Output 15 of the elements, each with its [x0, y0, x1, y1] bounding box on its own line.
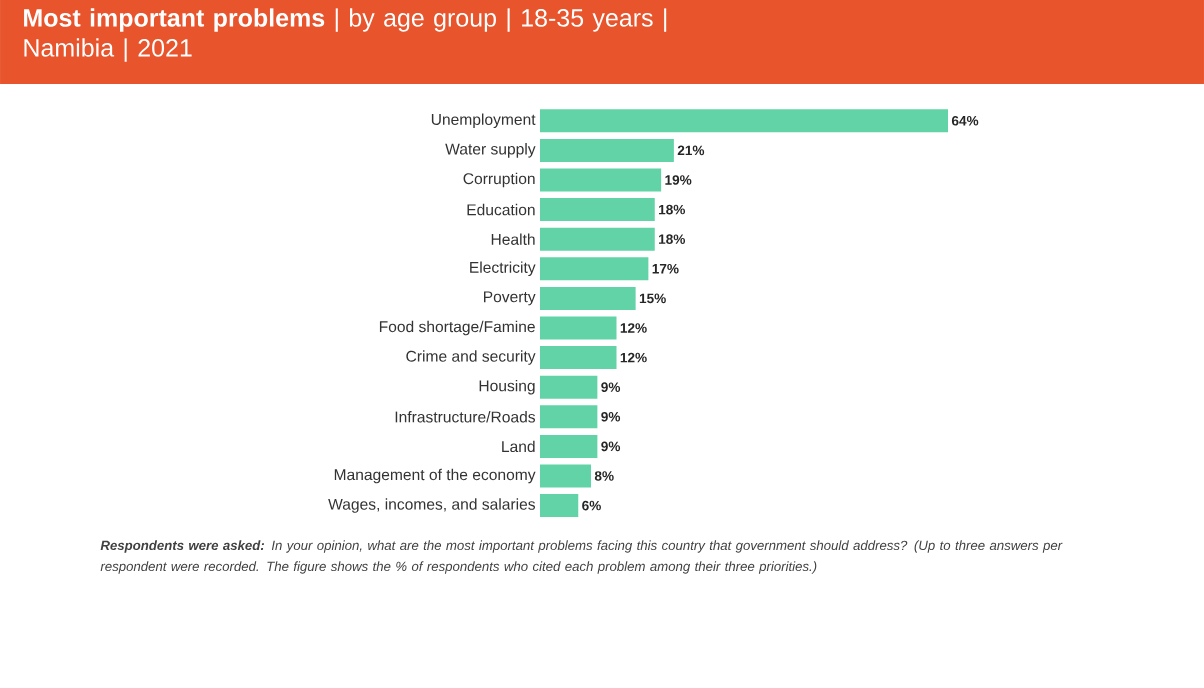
bar: [540, 464, 592, 488]
bar: [540, 286, 636, 310]
bar: [540, 227, 655, 251]
chart-title: Most important problems | by age group | 18-35 years | Namibia | 2021: [24, 8, 667, 62]
bar: [540, 138, 674, 162]
bar: [540, 434, 598, 458]
bar: [540, 168, 662, 192]
bar: [540, 257, 649, 281]
bar: [540, 316, 617, 340]
bar: [540, 109, 949, 133]
bar: [540, 405, 598, 429]
bar: [540, 346, 617, 370]
bar: [540, 198, 655, 222]
bar: [540, 375, 598, 399]
bar: [540, 494, 579, 518]
